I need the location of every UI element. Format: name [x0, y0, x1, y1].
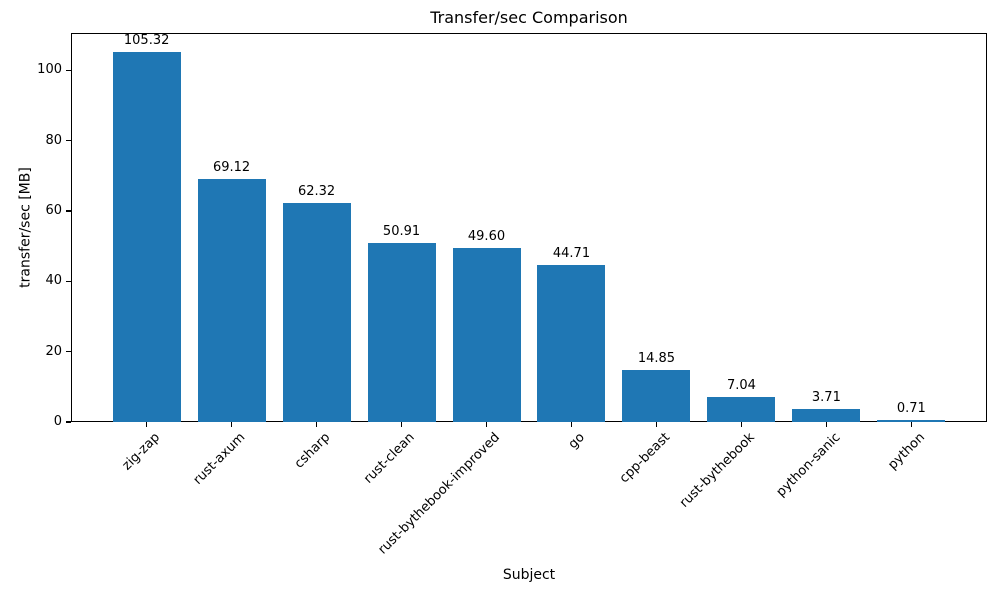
y-tick-label: 40 — [45, 273, 62, 289]
bar-value-label: 105.32 — [123, 32, 170, 48]
x-tick-label: python-sanic — [773, 430, 844, 500]
bar-value-label: 50.91 — [382, 223, 421, 239]
bar-value-label: 0.71 — [896, 400, 926, 416]
x-tick-mark — [825, 422, 827, 427]
bar — [622, 369, 691, 422]
bar-value-label: 44.71 — [552, 245, 591, 261]
y-tick-mark — [66, 421, 71, 423]
y-tick-label: 80 — [45, 132, 62, 148]
x-tick-mark — [655, 422, 658, 427]
x-tick-label: rust-clean — [361, 430, 419, 487]
y-tick-label: 20 — [45, 343, 62, 359]
x-tick-mark — [740, 422, 743, 427]
x-tick-mark — [910, 422, 912, 427]
x-tick-mark — [230, 422, 233, 427]
y-tick-label: 0 — [53, 414, 62, 429]
x-tick-label: zig-zap — [119, 430, 164, 474]
y-tick-mark — [66, 280, 71, 282]
x-tick-label: cpp-beast — [616, 430, 674, 487]
bar-value-label: 62.32 — [297, 183, 336, 199]
y-tick-mark — [66, 210, 71, 212]
bar — [452, 247, 521, 422]
y-tick-mark — [66, 351, 71, 353]
bar-value-label: 3.71 — [811, 389, 841, 405]
bar — [792, 408, 861, 422]
bar — [197, 178, 266, 422]
x-tick-label: rust-bythebook — [677, 430, 759, 511]
bar — [537, 264, 606, 422]
bar-value-label: 49.60 — [467, 228, 506, 244]
bar — [707, 397, 776, 422]
y-axis-label: transfer/sec [MB] — [17, 167, 34, 288]
y-tick-label: 60 — [45, 202, 62, 218]
y-tick-mark — [66, 140, 71, 142]
x-tick-mark — [146, 422, 148, 427]
chart-title: Transfer/sec Comparison — [430, 8, 628, 27]
x-tick-mark — [485, 422, 488, 427]
x-tick-label: go — [566, 430, 589, 453]
bar — [367, 242, 436, 422]
bar — [282, 202, 351, 422]
bar — [877, 419, 946, 422]
bar-value-label: 69.12 — [212, 159, 251, 175]
bar — [112, 51, 181, 422]
bar-value-label: 7.04 — [726, 378, 756, 394]
x-tick-mark — [570, 422, 573, 427]
bar-value-label: 14.85 — [637, 350, 676, 366]
x-tick-mark — [400, 422, 403, 427]
x-tick-label: csharp — [291, 430, 334, 472]
x-axis-label: Subject — [502, 567, 556, 583]
x-tick-mark — [315, 422, 318, 427]
x-tick-label: rust-axum — [190, 430, 249, 488]
y-tick-mark — [66, 69, 71, 71]
x-tick-label: python — [885, 430, 928, 473]
y-tick-label: 100 — [37, 62, 62, 78]
